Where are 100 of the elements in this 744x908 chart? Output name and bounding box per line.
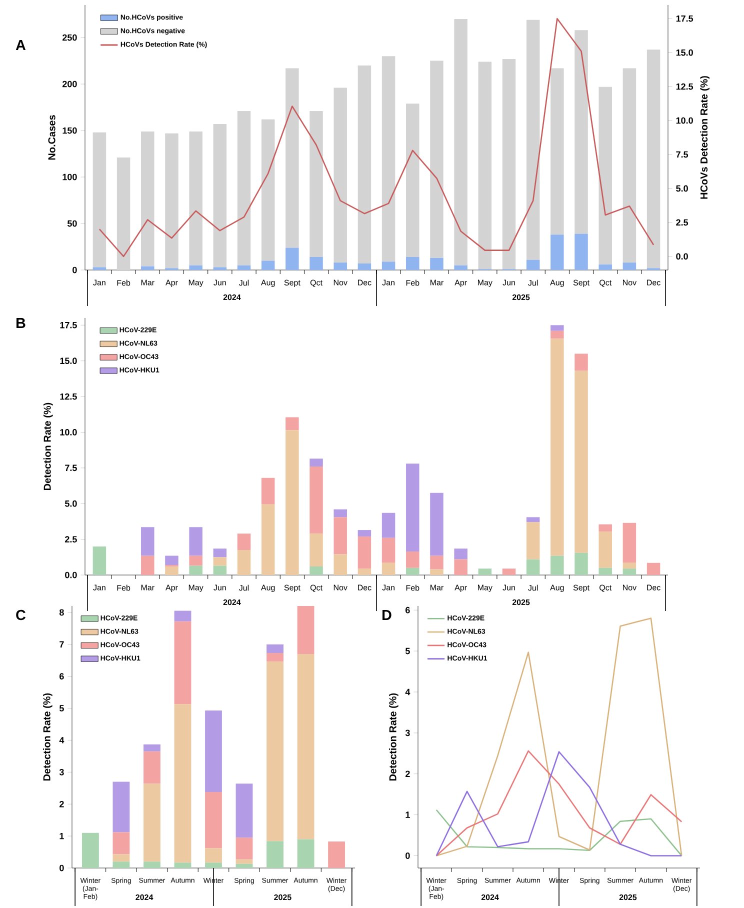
y-tick-label: 0: [406, 852, 410, 859]
y-axis-title: Detection Rate (%): [43, 693, 52, 781]
bar: [454, 559, 468, 576]
bar: [141, 527, 154, 556]
y-tick-label: 5: [59, 705, 64, 712]
x-tick-label: Dec: [358, 280, 372, 286]
y-tick-label: 250: [62, 34, 77, 41]
y2-axis-title: HCoVs Detection Rate (%): [700, 76, 710, 199]
x-tick-label: Jan: [93, 584, 106, 590]
bar: [454, 548, 468, 560]
text: 2024: [223, 294, 241, 300]
bar: [310, 466, 323, 534]
bar: [430, 492, 444, 556]
bar: [237, 265, 251, 270]
y-tick-label: 0: [72, 266, 77, 274]
bar: [310, 566, 323, 576]
y-tick-label: 5: [405, 648, 410, 654]
bar: [406, 568, 420, 576]
y2-tick-label: 17.5: [676, 15, 694, 22]
bar: [141, 266, 154, 270]
x-tick-label: May: [188, 280, 204, 287]
bar: [297, 654, 314, 840]
bar: [165, 566, 178, 576]
bar: [205, 792, 222, 848]
text: 2024: [223, 599, 241, 606]
bar: [622, 262, 636, 270]
x-tick-label: Jun: [502, 280, 515, 286]
text: 2024: [136, 894, 154, 900]
bar: [622, 522, 636, 563]
bar: [112, 782, 130, 832]
bar: [266, 841, 284, 868]
x-tick-label: Aug: [260, 584, 275, 592]
y-tick-label: 12.5: [60, 393, 77, 400]
x-tick-label: Jun: [214, 584, 226, 590]
y-tick-label: 50: [67, 220, 77, 227]
bar: [526, 522, 540, 560]
bar: [598, 531, 612, 568]
x-tick-label: Jul: [528, 584, 538, 591]
bar: [213, 267, 227, 270]
x-tick-label: Sept: [284, 280, 300, 288]
y2-tick-label: 2.5: [676, 219, 688, 226]
bar: [382, 512, 396, 538]
bar: [144, 744, 160, 752]
x-tick-label: Nov: [334, 584, 348, 590]
bar: [502, 58, 516, 270]
bar: [598, 86, 612, 264]
x-tick-label: Aug: [260, 280, 275, 287]
y-tick-label: 0: [60, 864, 64, 872]
bar: [382, 56, 396, 262]
bar: [92, 267, 106, 270]
y-tick-label: 4: [405, 688, 410, 696]
bar: [261, 119, 275, 261]
bar: [261, 260, 275, 270]
y-tick-label: 15.0: [60, 358, 77, 364]
x-tick-label: Dec: [647, 584, 660, 590]
text: A: [16, 40, 26, 50]
y2-tick-label: 0.0: [676, 253, 688, 260]
bar: [502, 568, 516, 576]
text: 2025: [512, 294, 530, 300]
bar: [174, 862, 192, 868]
bar: [550, 234, 564, 270]
x-tick-label: Feb: [406, 280, 420, 286]
bar: [598, 264, 612, 270]
x-tick-label: Jul: [239, 280, 249, 286]
y2-tick-label: 7.5: [676, 151, 688, 158]
bar: [334, 88, 347, 263]
bar: [286, 248, 299, 270]
bar: [310, 534, 323, 566]
bar: [266, 652, 284, 662]
bar: [598, 568, 612, 576]
y-tick-label: 17.5: [60, 322, 77, 328]
bar: [174, 610, 192, 622]
bar: [454, 18, 468, 266]
bar: [286, 417, 299, 430]
bar: [334, 517, 347, 554]
bar: [82, 832, 99, 868]
x-tick-label: Jul: [528, 280, 538, 286]
bar: [205, 862, 222, 868]
bar: [478, 62, 492, 270]
y-tick-label: 6: [406, 606, 410, 614]
bar: [141, 131, 154, 266]
bar: [526, 517, 540, 522]
y2-tick-label: 10.0: [676, 117, 693, 124]
bar: [430, 258, 444, 270]
x-tick-label: Mar: [430, 280, 444, 286]
y-tick-label: 5.0: [64, 500, 77, 507]
text: 2024: [481, 894, 499, 900]
y-tick-label: 0.0: [65, 572, 77, 578]
y2-tick-label: 5.0: [676, 185, 688, 192]
bar: [550, 556, 564, 576]
bar: [261, 478, 275, 504]
x-tick-label: Jun: [214, 280, 226, 286]
chart-title: B: [16, 318, 26, 328]
bar: [406, 104, 420, 257]
x-tick-label: Nov: [334, 280, 348, 286]
y2-tick-label: 15.0: [676, 49, 693, 56]
y-tick-label: 2: [406, 770, 410, 777]
bar: [526, 559, 540, 576]
x-tick-label: Qct: [600, 584, 612, 592]
bar: [358, 264, 372, 270]
